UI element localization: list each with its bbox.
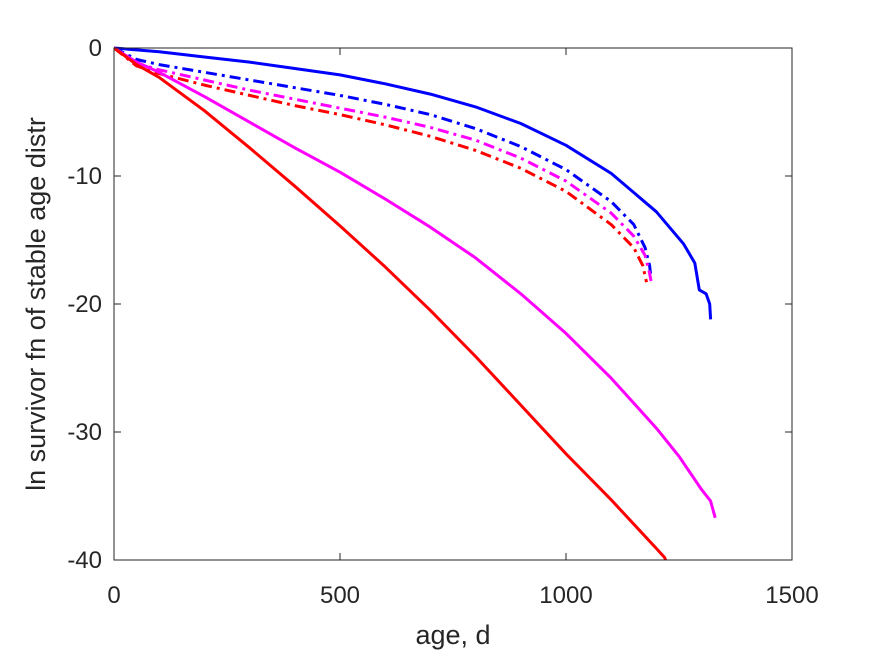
x-tick-label: 500 xyxy=(320,582,360,609)
series-line-2 xyxy=(114,46,653,282)
series-layer xyxy=(114,46,717,560)
plot-area xyxy=(114,48,792,560)
x-axis-label: age, d xyxy=(415,620,490,650)
y-tick-label: 0 xyxy=(89,35,102,62)
series-line-4 xyxy=(114,46,717,519)
y-tick-label: -20 xyxy=(67,291,102,318)
y-tick-label: -30 xyxy=(67,419,102,446)
x-tick-label: 0 xyxy=(107,582,120,609)
series-line-3 xyxy=(114,46,648,283)
y-tick-label: -10 xyxy=(67,163,102,190)
y-axis-label: ln survivor fn of stable age distr xyxy=(21,117,51,491)
x-tick-label: 1500 xyxy=(765,582,818,609)
series-line-0 xyxy=(114,46,713,320)
tick-layer xyxy=(113,47,793,561)
y-tick-label: -40 xyxy=(67,547,102,574)
y-tick-labels: 0 -10 -20 -30 -40 xyxy=(67,35,102,574)
x-tick-label: 1000 xyxy=(539,582,592,609)
x-tick-labels: 0 500 1000 1500 xyxy=(107,582,818,609)
series-line-1 xyxy=(114,46,653,279)
series-line-5 xyxy=(114,46,668,560)
